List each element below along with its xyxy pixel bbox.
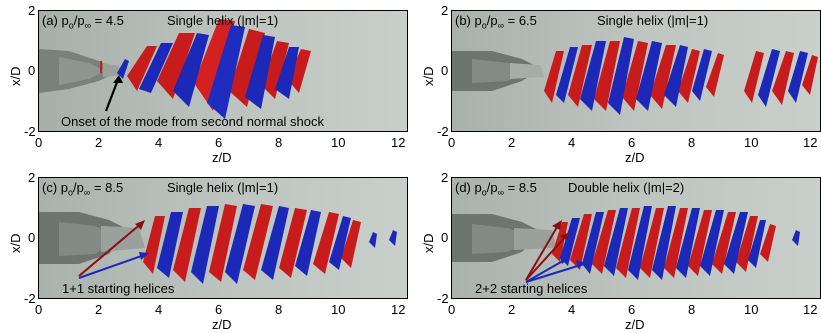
x-tick: 0 xyxy=(35,135,43,150)
x-tick: 0 xyxy=(35,302,43,317)
x-axis-title: z/D xyxy=(212,317,232,332)
mode-label: Double helix (|m|=2) xyxy=(568,180,685,195)
x-tick: 2 xyxy=(95,135,103,150)
helix-blue xyxy=(117,25,299,119)
x-tick: 2 xyxy=(508,135,516,150)
panel-c: x/D 2 0 -2 xyxy=(0,167,410,333)
x-tick: 10 xyxy=(331,135,346,150)
y-axis-title: x/D xyxy=(8,66,23,87)
x-tick: 8 xyxy=(275,135,283,150)
x-axis-title: z/D xyxy=(625,317,645,332)
flow-visualization xyxy=(451,177,821,299)
x-tick: 8 xyxy=(688,135,696,150)
flow-visualization xyxy=(38,177,408,299)
helix-blue xyxy=(556,37,808,115)
x-tick: 4 xyxy=(568,135,576,150)
y-axis-title: x/D xyxy=(8,233,23,254)
y-tick: -2 xyxy=(24,124,36,139)
y-tick: 0 xyxy=(441,63,449,78)
panel-b: x/D 2 0 -2 xyxy=(411,0,821,166)
y-tick: 2 xyxy=(28,170,36,185)
mode-label: Single helix (|m|=1) xyxy=(597,13,709,28)
helix-red xyxy=(100,19,311,111)
x-tick: 6 xyxy=(215,302,223,317)
helix-red xyxy=(143,204,361,282)
x-tick: 10 xyxy=(331,302,346,317)
x-axis-title: z/D xyxy=(625,150,645,165)
helix-red xyxy=(552,208,776,278)
mode-label: Single helix (|m|=1) xyxy=(167,13,279,28)
helix-blue xyxy=(157,204,397,284)
x-tick: 4 xyxy=(155,302,163,317)
annotation-text: 1+1 starting helices xyxy=(62,281,175,296)
x-tick: 2 xyxy=(95,302,103,317)
helix-red xyxy=(544,41,818,111)
annotation-text: 2+2 starting helices xyxy=(475,281,588,296)
y-tick: -2 xyxy=(437,124,449,139)
x-tick: 6 xyxy=(215,135,223,150)
x-tick: 8 xyxy=(688,302,696,317)
x-tick: 12 xyxy=(391,135,406,150)
panel-a: x/D 2 0 -2 xyxy=(0,0,410,166)
x-tick: 12 xyxy=(803,135,818,150)
y-axis-title: x/D xyxy=(421,233,436,254)
x-tick: 0 xyxy=(448,135,456,150)
x-tick: 4 xyxy=(155,135,163,150)
x-tick: 4 xyxy=(568,302,576,317)
x-tick: 2 xyxy=(508,302,516,317)
flow-visualization xyxy=(451,10,821,132)
x-tick: 12 xyxy=(803,302,818,317)
x-tick: 6 xyxy=(628,302,636,317)
x-tick: 0 xyxy=(448,302,456,317)
y-tick: 2 xyxy=(441,3,449,18)
mode-label: Single helix (|m|=1) xyxy=(167,180,279,195)
x-tick: 10 xyxy=(744,135,759,150)
y-axis-title: x/D xyxy=(421,66,436,87)
y-tick: -2 xyxy=(24,291,36,306)
y-tick: 2 xyxy=(441,170,449,185)
y-tick: -2 xyxy=(437,291,449,306)
x-axis-title: z/D xyxy=(212,150,232,165)
panel-label: (c) po/p∞ = 8.5 xyxy=(42,180,124,198)
y-tick: 0 xyxy=(441,230,449,245)
panel-label: (b) po/p∞ = 6.5 xyxy=(455,13,537,31)
x-tick: 6 xyxy=(628,135,636,150)
x-tick: 8 xyxy=(275,302,283,317)
helix-blue xyxy=(560,206,800,280)
x-tick: 10 xyxy=(744,302,759,317)
y-tick: 2 xyxy=(28,3,36,18)
panel-label: (d) po/p∞ = 8.5 xyxy=(455,180,537,198)
panel-label: (a) po/p∞ = 4.5 xyxy=(42,13,124,31)
annotation-text: Onset of the mode from second normal sho… xyxy=(61,114,325,129)
panel-d: x/D 2 0 -2 xyxy=(411,167,821,333)
y-tick: 0 xyxy=(28,230,36,245)
y-tick: 0 xyxy=(28,63,36,78)
x-tick: 12 xyxy=(391,302,406,317)
flow-visualization xyxy=(38,10,408,132)
